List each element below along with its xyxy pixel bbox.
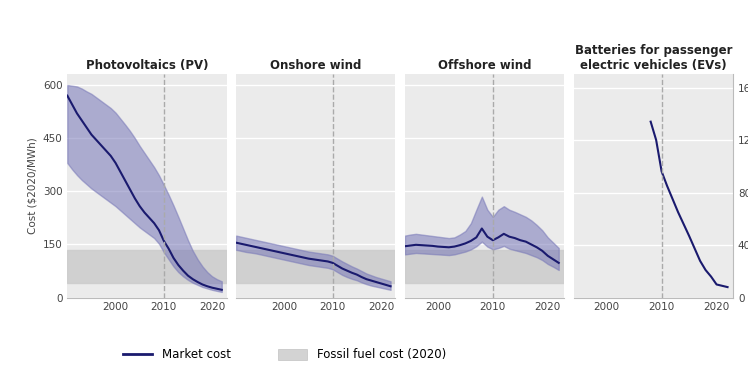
Bar — [405, 250, 564, 283]
Title: Onshore wind: Onshore wind — [270, 59, 361, 72]
Bar — [67, 250, 227, 283]
Y-axis label: Cost ($2020/MWh): Cost ($2020/MWh) — [27, 138, 37, 234]
Title: Offshore wind: Offshore wind — [438, 59, 531, 72]
Title: Batteries for passenger
electric vehicles (EVs): Batteries for passenger electric vehicle… — [574, 44, 732, 72]
Bar — [236, 250, 396, 283]
Title: Photovoltaics (PV): Photovoltaics (PV) — [86, 59, 208, 72]
Legend: Market cost, Fossil fuel cost (2020): Market cost, Fossil fuel cost (2020) — [118, 344, 450, 366]
